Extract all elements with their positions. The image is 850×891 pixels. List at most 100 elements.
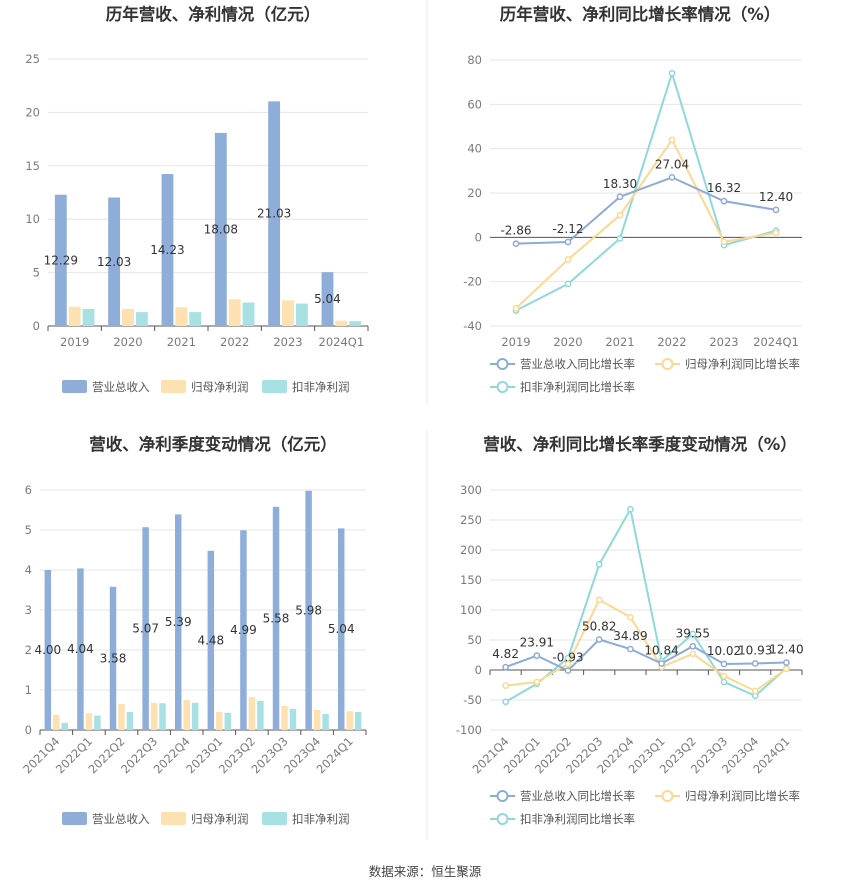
quarterly_line-y-tick-5: 150 [460,573,482,587]
quarterly_line-value-label-3: 50.82 [582,620,616,634]
quarterly_line-point-s0-4 [627,645,634,653]
annual_bar-bar-s0-2 [161,174,174,326]
quarterly_line-point-s2-6 [689,630,697,638]
annual_bar-value-label-2: 14.23 [150,243,184,257]
annual_bar-legend-label-0: 营业总收入 [92,380,150,394]
annual_bar-y-tick-1: 5 [33,266,40,280]
quarterly_bar-y-tick-6: 6 [25,483,32,497]
quarterly_bar-value-label-9: 5.04 [328,622,355,636]
quarterly_bar-legend-swatch-1 [161,812,186,825]
annual_bar-x-tick-3: 2022 [220,335,249,349]
quarterly_bar-bar-s0-4 [174,514,182,730]
quarterly_bar-bar-s1-2 [118,704,125,730]
quarterly_bar-bar-s1-8 [313,710,321,730]
annual_line-x-tick-5: 2024Q1 [753,335,799,349]
annual_bar-y-tick-3: 15 [25,159,40,173]
quarterly_line-value-label-5: 10.84 [644,643,678,657]
annual_bar-bar-s1-5 [335,320,348,326]
quarterly_line-legend-label-0: 营业总收入同比增长率 [520,789,635,803]
annual_bar-bar-s2-5 [349,321,362,326]
annual_line-value-label-5: 12.40 [759,190,793,204]
quarterly_bar-y-tick-0: 0 [25,723,32,737]
annual_bar-legend-swatch-2 [262,380,287,393]
quarterly_bar-value-label-2: 3.58 [100,651,127,665]
quarterly_line-line-s2 [505,506,788,703]
quarterly_bar-bar-s1-5 [216,712,223,730]
annual_bar-bar-s2-2 [189,312,202,326]
quarterly_bar-y-tick-1: 1 [25,683,32,697]
annual_bar-x-tick-0: 2019 [60,335,89,349]
quarterly_line-legend-label-1: 归母净利润同比增长率 [685,789,800,803]
annual_line-point-s0-5 [772,206,780,214]
quarterly_bar-title: 营收、净利季度变动情况（亿元） [89,434,337,454]
annual_line-point-s1-1 [564,256,572,263]
quarterly_bar-bar-s1-4 [183,700,190,730]
annual_line-value-label-2: 18.30 [603,177,637,191]
annual_bar-value-label-0: 12.29 [44,253,78,267]
annual_line-line-s1 [515,137,777,309]
quarterly_bar-value-label-8: 5.98 [295,603,322,617]
annual_line-y-tick-6: 80 [467,53,482,67]
annual_bar-bar-s2-1 [135,312,148,326]
quarterly_bar-value-label-7: 5.58 [263,611,290,625]
quarterly_line-value-label-8: 10.93 [738,643,772,657]
quarterly_line-point-s0-8 [751,660,759,667]
annual_line-line-s2 [515,69,777,312]
annual_line-point-s1-3 [668,136,676,144]
quarterly_bar-value-label-6: 4.99 [230,623,257,637]
quarterly_line-point-s2-0 [502,698,509,706]
annual_bar-x-tick-1: 2020 [113,335,142,349]
quarterly_line-point-s0-0 [502,663,509,671]
quarterly_line-point-s0-7 [720,660,728,668]
quarterly_bar-y-tick-2: 2 [25,643,32,657]
quarterly_bar-y-tick-5: 5 [25,523,32,537]
quarterly_line-point-s1-9 [783,665,790,673]
annual_bar-value-label-1: 12.03 [97,255,131,269]
quarterly_line-value-label-6: 39.55 [676,626,710,640]
annual_bar-x-tick-2: 2021 [167,335,196,349]
annual_line-legend-label-1: 归母净利润同比增长率 [685,357,800,371]
annual_line-point-s1-0 [512,304,520,312]
quarterly_line-legend-marker-2 [496,813,509,825]
quarterly_bar-bar-s2-8 [322,714,329,730]
annual_line-point-s2-2 [616,235,624,242]
quarterly_bar-value-label-3: 5.07 [132,622,159,636]
quarterly_line-point-s1-3 [595,596,603,604]
annual_line-y-tick-3: 20 [467,186,482,200]
annual_line-x-tick-0: 2019 [501,335,530,349]
annual-revenue-profit-bar-chart: 历年营收、净利情况（亿元） 0 5 10 15 20 25 2019 2020 2021 2022 2… [25,4,369,394]
annual_bar-y-tick-4: 20 [25,105,40,119]
quarterly_bar-value-label-1: 4.04 [67,642,94,656]
annual_line-title: 历年营收、净利同比增长率情况（%） [500,4,781,24]
annual_bar-bar-s0-3 [214,132,227,326]
annual_line-point-s0-2 [616,193,624,201]
annual_bar-x-tick-4: 2023 [273,335,302,349]
annual_bar-value-label-5: 5.04 [314,292,341,306]
quarterly_line-point-s1-7 [720,672,728,680]
annual_bar-bar-s0-0 [54,194,67,326]
quarterly_bar-bar-s2-1 [94,715,101,730]
quarterly_bar-legend-label-2: 扣非净利润 [292,812,350,826]
quarterly_bar-bar-s1-7 [281,706,288,730]
annual_bar-bar-s0-5 [321,272,334,326]
quarterly_line-point-s0-3 [595,636,603,643]
annual_line-value-label-1: -2.12 [552,222,583,236]
quarterly_bar-bar-s1-3 [150,702,158,730]
quarterly_bar-value-label-0: 4.00 [34,643,61,657]
quarterly_bar-legend-label-0: 营业总收入 [92,812,150,826]
annual_bar-title: 历年营收、净利情况（亿元） [106,4,321,24]
annual_line-line-s0 [515,176,777,245]
quarterly_line-value-label-4: 34.89 [613,629,647,643]
quarterly_line-legend-marker-0 [496,790,509,802]
annual_line-point-s2-3 [668,69,676,77]
quarterly_bar-bar-s0-2 [109,586,117,730]
quarterly_line-legend-marker-1 [661,790,674,802]
annual_line-x-tick-3: 2022 [657,335,686,349]
quarterly_bar-bar-s2-5 [224,712,232,730]
annual_line-point-s2-1 [564,280,572,288]
annual_line-value-label-3: 27.04 [655,157,689,171]
annual_bar-bar-s0-4 [268,101,281,326]
quarterly_bar-bar-s2-0 [61,722,69,730]
quarterly_bar-bar-s2-3 [159,703,166,730]
